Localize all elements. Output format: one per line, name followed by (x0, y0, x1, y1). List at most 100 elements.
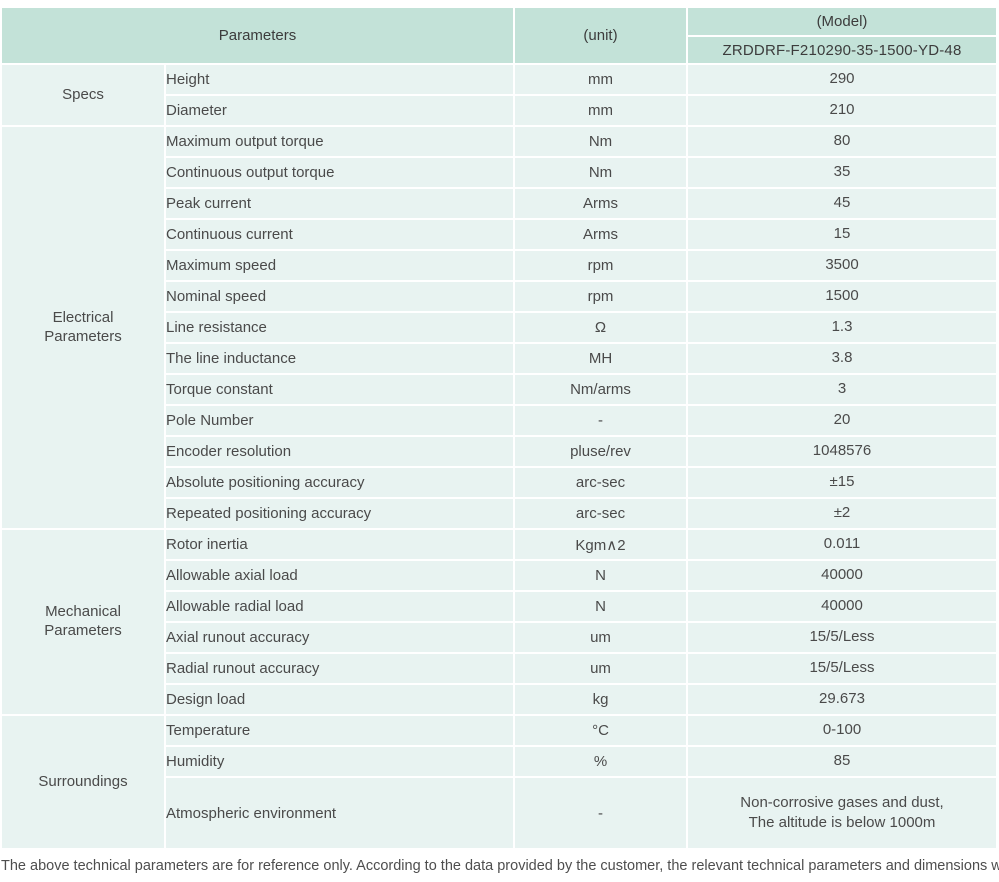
param-unit: Nm (515, 127, 686, 156)
param-unit: Kgm∧2 (515, 530, 686, 559)
param-unit: MH (515, 344, 686, 373)
header-unit: (unit) (515, 8, 686, 63)
table-row: Continuous current Arms 15 (2, 220, 996, 249)
table-row: Diameter mm 210 (2, 96, 996, 125)
param-value: 3.8 (688, 344, 996, 373)
param-name: Continuous current (166, 220, 513, 249)
param-unit: mm (515, 96, 686, 125)
param-name: Continuous output torque (166, 158, 513, 187)
param-name: Pole Number (166, 406, 513, 435)
param-unit: arc-sec (515, 468, 686, 497)
param-name: Diameter (166, 96, 513, 125)
param-value: 3500 (688, 251, 996, 280)
param-unit: Nm/arms (515, 375, 686, 404)
param-unit: Nm (515, 158, 686, 187)
table-row: Axial runout accuracy um 15/5/Less (2, 623, 996, 652)
param-unit: Arms (515, 189, 686, 218)
param-name: Humidity (166, 747, 513, 776)
table-row: Absolute positioning accuracy arc-sec ±1… (2, 468, 996, 497)
param-name: Absolute positioning accuracy (166, 468, 513, 497)
group-label-surroundings: Surroundings (2, 716, 164, 848)
param-name: Temperature (166, 716, 513, 745)
group-label-electrical-parameters: Electrical Parameters (2, 127, 164, 528)
param-value: 0-100 (688, 716, 996, 745)
table-row: Allowable radial load N 40000 (2, 592, 996, 621)
table-row: Pole Number - 20 (2, 406, 996, 435)
param-value: 80 (688, 127, 996, 156)
param-name: Repeated positioning accuracy (166, 499, 513, 528)
param-unit: °C (515, 716, 686, 745)
param-name: Radial runout accuracy (166, 654, 513, 683)
param-unit: rpm (515, 251, 686, 280)
param-value: 1.3 (688, 313, 996, 342)
table-row: Nominal speed rpm 1500 (2, 282, 996, 311)
param-unit: kg (515, 685, 686, 714)
table-row: Repeated positioning accuracy arc-sec ±2 (2, 499, 996, 528)
param-name: Height (166, 65, 513, 94)
table-row: The line inductance MH 3.8 (2, 344, 996, 373)
param-value: ±2 (688, 499, 996, 528)
param-unit: arc-sec (515, 499, 686, 528)
parameters-table: Parameters (unit) (Model) ZRDDRF-F210290… (0, 6, 998, 850)
param-value: 40000 (688, 592, 996, 621)
table-row: Line resistance Ω 1.3 (2, 313, 996, 342)
group-label-specs: Specs (2, 65, 164, 125)
header-parameters: Parameters (2, 8, 513, 63)
param-unit: Ω (515, 313, 686, 342)
table-row: Allowable axial load N 40000 (2, 561, 996, 590)
table-row: Maximum speed rpm 3500 (2, 251, 996, 280)
param-name: Encoder resolution (166, 437, 513, 466)
param-name: Allowable radial load (166, 592, 513, 621)
table-row: Atmospheric environment - Non-corrosive … (2, 778, 996, 848)
param-unit: pluse/rev (515, 437, 686, 466)
param-value: Non-corrosive gases and dust, The altitu… (688, 778, 996, 848)
param-name: Nominal speed (166, 282, 513, 311)
param-unit: um (515, 623, 686, 652)
param-unit: N (515, 592, 686, 621)
param-unit: mm (515, 65, 686, 94)
param-unit: - (515, 778, 686, 848)
param-value: 15 (688, 220, 996, 249)
footnote-text: The above technical parameters are for r… (1, 858, 999, 874)
param-value: 210 (688, 96, 996, 125)
param-unit: % (515, 747, 686, 776)
param-name: Atmospheric environment (166, 778, 513, 848)
header-row: Parameters (unit) (Model) (2, 8, 996, 63)
param-value: 15/5/Less (688, 654, 996, 683)
param-value: 1500 (688, 282, 996, 311)
header-model: (Model) (688, 8, 996, 35)
param-name: Maximum output torque (166, 127, 513, 156)
param-value: 29.673 (688, 685, 996, 714)
table-row: Design load kg 29.673 (2, 685, 996, 714)
param-name: Peak current (166, 189, 513, 218)
param-value: ±15 (688, 468, 996, 497)
table-row: Encoder resolution pluse/rev 1048576 (2, 437, 996, 466)
param-name: Axial runout accuracy (166, 623, 513, 652)
param-value: 40000 (688, 561, 996, 590)
param-value: 3 (688, 375, 996, 404)
param-name: Design load (166, 685, 513, 714)
param-value: 20 (688, 406, 996, 435)
table-row: Continuous output torque Nm 35 (2, 158, 996, 187)
table-row: Surroundings Temperature °C 0-100 (2, 716, 996, 848)
table-row: Torque constant Nm/arms 3 (2, 375, 996, 404)
param-name: Line resistance (166, 313, 513, 342)
param-unit: um (515, 654, 686, 683)
table-row: Radial runout accuracy um 15/5/Less (2, 654, 996, 683)
param-name: Rotor inertia (166, 530, 513, 559)
param-value: 0.011 (688, 530, 996, 559)
table-row: Mechanical Parameters Rotor inertia Kgm∧… (2, 530, 996, 714)
param-unit: Arms (515, 220, 686, 249)
header-model-row: ZRDDRF-F210290-35-1500-YD-48 (2, 37, 996, 63)
param-value: 1048576 (688, 437, 996, 466)
param-name: The line inductance (166, 344, 513, 373)
param-unit: rpm (515, 282, 686, 311)
param-value: 35 (688, 158, 996, 187)
group-label-mechanical-parameters: Mechanical Parameters (2, 530, 164, 714)
param-value: 15/5/Less (688, 623, 996, 652)
param-name: Torque constant (166, 375, 513, 404)
param-name: Allowable axial load (166, 561, 513, 590)
param-value: 45 (688, 189, 996, 218)
table-row: Specs Height mm 290 (2, 65, 996, 125)
